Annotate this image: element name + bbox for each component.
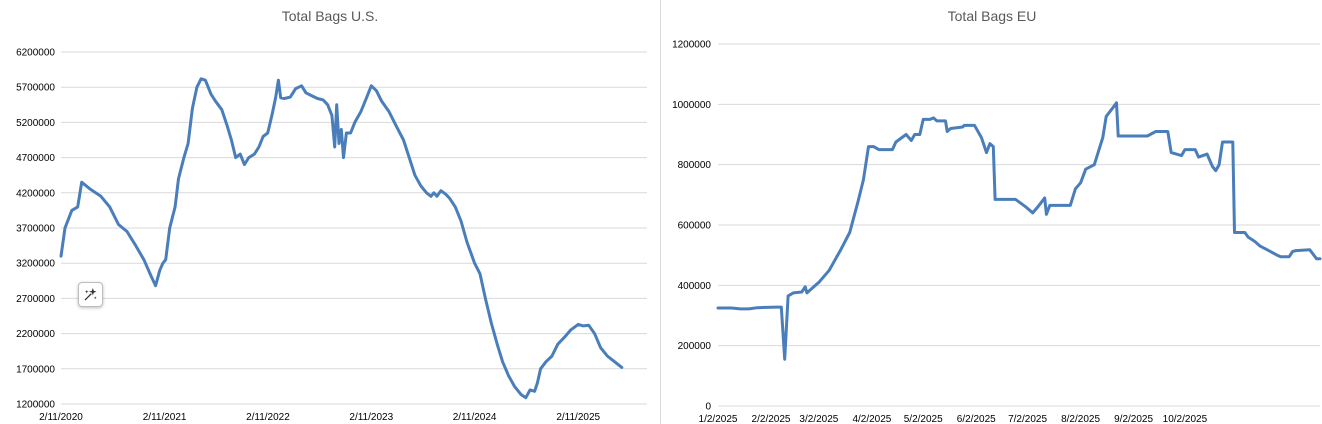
eu-y-tick-label: 800000 xyxy=(678,160,712,171)
eu-y-tick-label: 200000 xyxy=(678,341,712,352)
eu-y-tick-label: 1000000 xyxy=(672,100,711,111)
us-x-tick-label: 2/11/2020 xyxy=(39,412,83,423)
us-y-tick-label: 3200000 xyxy=(16,259,55,270)
us-x-tick-label: 2/11/2021 xyxy=(143,412,187,423)
eu-x-tick-label: 4/2/2025 xyxy=(852,414,891,424)
eu-y-tick-label: 0 xyxy=(705,402,711,413)
eu-x-tick-label: 9/2/2025 xyxy=(1114,414,1153,424)
eu-x-tick-label: 8/2/2025 xyxy=(1061,414,1100,424)
us-y-tick-label: 6200000 xyxy=(16,48,55,59)
us-y-tick-label: 2700000 xyxy=(16,294,55,305)
eu-x-tick-label: 3/2/2025 xyxy=(799,414,838,424)
us-y-tick-label: 4200000 xyxy=(16,188,55,199)
chart-us-svg: Total Bags U.S. 1200000 1700000 2200000 270… xyxy=(16,8,647,423)
us-y-tick-label: 5700000 xyxy=(16,83,55,94)
chart-eu-series-line xyxy=(716,101,1322,361)
eu-x-tick-label: 2/2/2025 xyxy=(752,414,791,424)
us-x-tick-label: 2/11/2022 xyxy=(246,412,290,423)
us-x-tick-label: 2/11/2025 xyxy=(556,412,600,423)
eu-x-tick-label: 6/2/2025 xyxy=(957,414,996,424)
eu-y-tick-label: 400000 xyxy=(678,281,712,292)
chart-eu-svg: Total Bags EU 0 200000 400000 600000 800000 1… xyxy=(672,8,1322,424)
chart-us-series-line xyxy=(59,77,624,400)
us-y-tick-label: 5200000 xyxy=(16,118,55,129)
quick-analysis-button[interactable] xyxy=(78,282,103,307)
chart-us-title: Total Bags U.S. xyxy=(282,8,379,24)
us-x-tick-label: 2/11/2024 xyxy=(453,412,497,423)
eu-x-tick-label: 10/2/2025 xyxy=(1163,414,1208,424)
chart-total-bags-us: Total Bags U.S. 1200000 1700000 2200000 270… xyxy=(0,0,660,424)
panel-divider xyxy=(660,0,661,424)
eu-x-tick-label: 5/2/2025 xyxy=(904,414,943,424)
eu-y-tick-label: 1200000 xyxy=(672,40,711,51)
chart-total-bags-eu: Total Bags EU 0 200000 400000 600000 800000 1… xyxy=(661,0,1322,424)
us-y-tick-label: 4700000 xyxy=(16,153,55,164)
sparkle-wand-icon xyxy=(84,287,97,301)
eu-x-tick-label: 1/2/2025 xyxy=(699,414,738,424)
us-y-tick-label: 1200000 xyxy=(16,400,55,411)
us-y-tick-label: 3700000 xyxy=(16,224,55,235)
us-y-tick-label: 2200000 xyxy=(16,329,55,340)
us-y-tick-label: 1700000 xyxy=(16,364,55,375)
us-x-tick-label: 2/11/2023 xyxy=(349,412,393,423)
eu-y-tick-label: 600000 xyxy=(678,221,712,232)
eu-x-tick-label: 7/2/2025 xyxy=(1008,414,1047,424)
chart-eu-title: Total Bags EU xyxy=(948,8,1037,24)
